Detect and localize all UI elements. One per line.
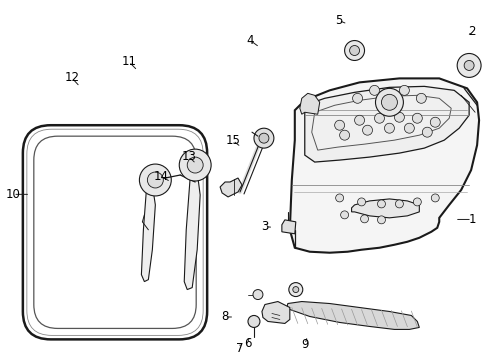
Polygon shape [352, 199, 419, 218]
Text: 7: 7 [236, 342, 244, 355]
Polygon shape [287, 302, 419, 329]
Text: 1: 1 [468, 213, 476, 226]
Circle shape [413, 113, 422, 123]
Text: 13: 13 [181, 150, 196, 163]
Text: 14: 14 [153, 170, 169, 183]
Circle shape [358, 198, 366, 206]
Polygon shape [300, 93, 319, 114]
Text: 2: 2 [468, 25, 476, 38]
Polygon shape [282, 220, 296, 234]
Polygon shape [262, 302, 290, 323]
Circle shape [187, 157, 203, 173]
Text: 8: 8 [221, 310, 228, 324]
Polygon shape [142, 180, 155, 282]
Circle shape [349, 45, 360, 55]
Circle shape [422, 127, 432, 137]
Circle shape [399, 85, 409, 95]
Circle shape [377, 200, 386, 208]
Circle shape [335, 120, 344, 130]
Text: 12: 12 [64, 71, 79, 84]
Circle shape [361, 215, 368, 223]
Circle shape [344, 41, 365, 60]
Text: 5: 5 [335, 14, 343, 27]
Circle shape [369, 85, 379, 95]
Circle shape [414, 198, 421, 206]
Polygon shape [290, 78, 479, 253]
Circle shape [404, 123, 415, 133]
Text: 9: 9 [301, 338, 309, 351]
Circle shape [430, 117, 440, 127]
Circle shape [293, 287, 299, 293]
Circle shape [385, 123, 394, 133]
Circle shape [431, 194, 439, 202]
Polygon shape [184, 165, 200, 289]
Circle shape [253, 289, 263, 300]
Circle shape [416, 93, 426, 103]
Circle shape [341, 211, 348, 219]
Text: 3: 3 [261, 220, 268, 233]
Circle shape [394, 112, 404, 122]
Text: 4: 4 [246, 33, 254, 47]
Circle shape [336, 194, 343, 202]
Polygon shape [312, 95, 451, 150]
Circle shape [363, 125, 372, 135]
Circle shape [147, 172, 163, 188]
Polygon shape [305, 86, 469, 162]
Text: 11: 11 [122, 55, 136, 68]
Circle shape [374, 113, 385, 123]
Circle shape [464, 60, 474, 71]
Text: 10: 10 [6, 188, 21, 201]
Circle shape [340, 130, 349, 140]
Polygon shape [220, 178, 242, 197]
Circle shape [377, 216, 386, 224]
Circle shape [179, 149, 211, 181]
Circle shape [140, 164, 171, 196]
Circle shape [457, 54, 481, 77]
Circle shape [259, 133, 269, 143]
Text: 15: 15 [225, 134, 240, 147]
Circle shape [382, 94, 397, 110]
Circle shape [375, 88, 403, 116]
Circle shape [254, 128, 274, 148]
Circle shape [355, 115, 365, 125]
Circle shape [353, 93, 363, 103]
Text: 6: 6 [244, 337, 251, 350]
Circle shape [289, 283, 303, 297]
Circle shape [395, 200, 403, 208]
Circle shape [248, 315, 260, 328]
